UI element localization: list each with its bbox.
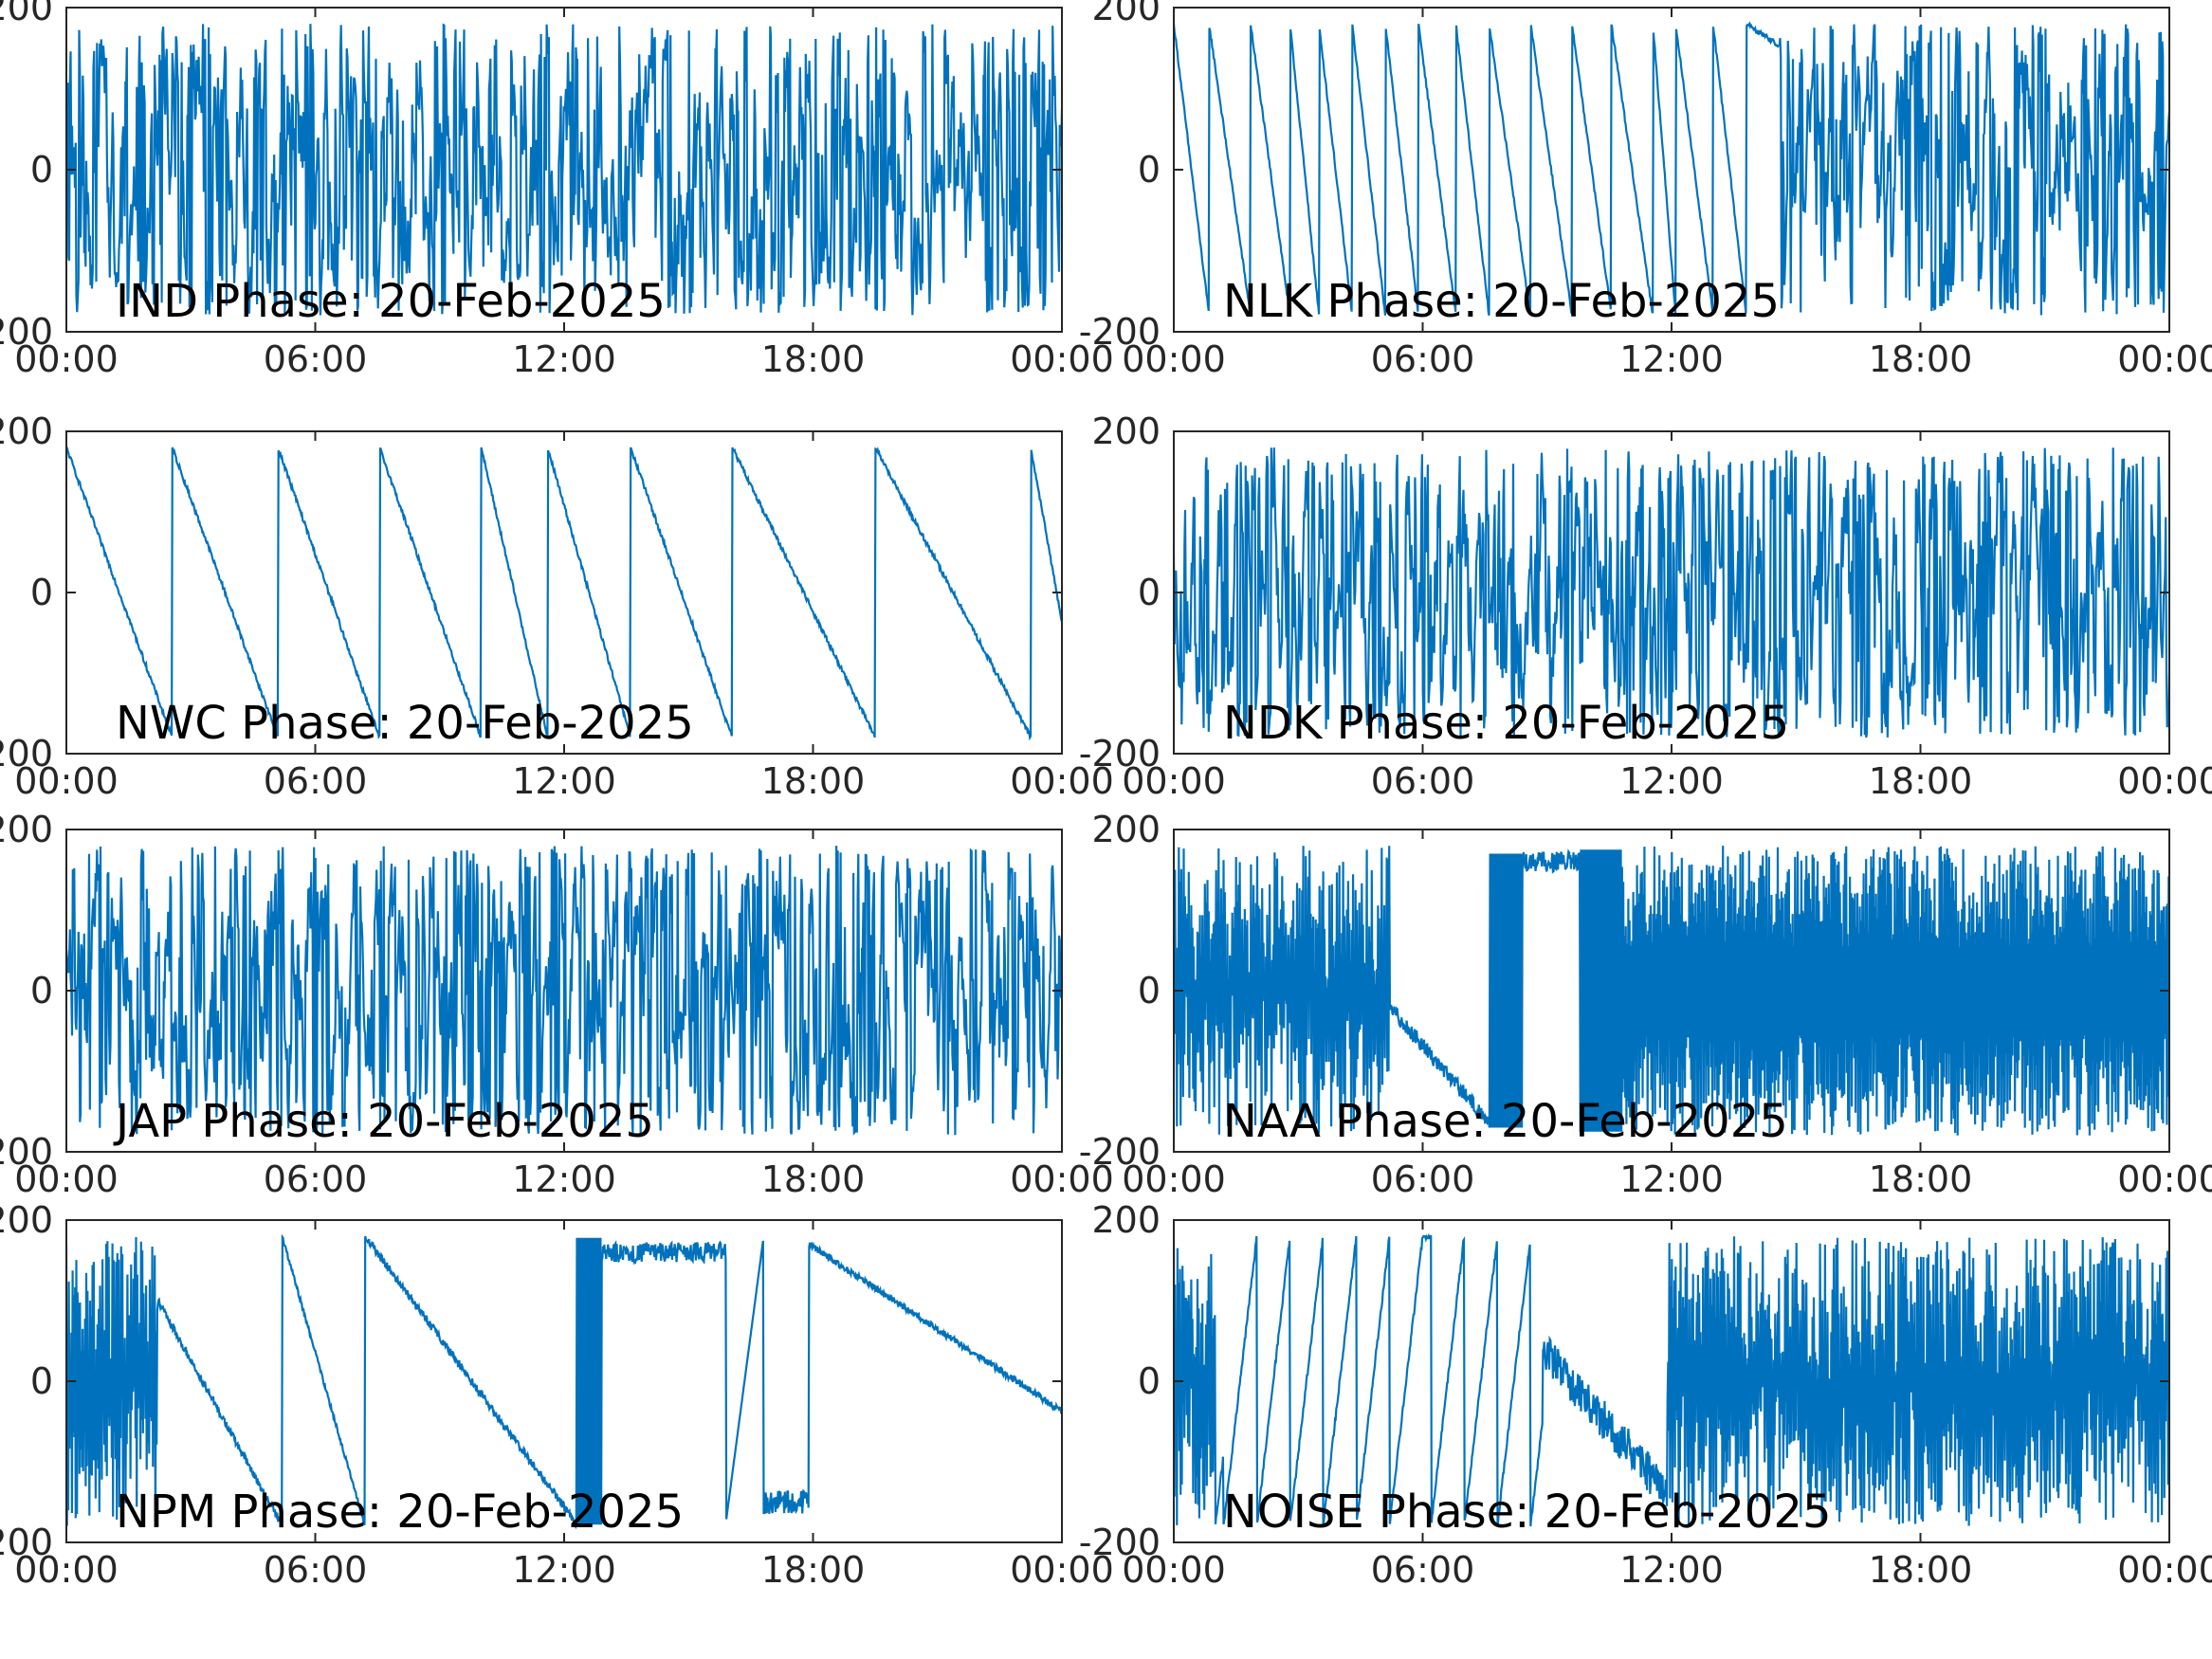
series-line-noise [1174,1232,2169,1527]
ytick-label: -200 [0,1522,53,1563]
xtick-label: 00:00 [2117,1158,2212,1200]
ytick-label: 200 [0,809,53,850]
xtick-label: 12:00 [512,760,616,802]
ytick-label: 0 [30,970,53,1012]
xtick-label: 00:00 [2117,338,2212,380]
panel-title: IND Phase: 20-Feb-2025 [116,275,666,328]
ytick-label: 0 [30,572,53,613]
xtick-label: 12:00 [512,1549,616,1591]
xtick-label: 00:00 [1010,1549,1114,1591]
ytick-label: -200 [0,733,53,775]
panel-title: NWC Phase: 20-Feb-2025 [116,697,694,750]
xtick-label: 00:00 [14,760,119,802]
panel-title: NAA Phase: 20-Feb-2025 [1223,1095,1788,1148]
xtick-label: 00:00 [1122,1158,1226,1200]
xtick-label: 06:00 [264,1158,368,1200]
series-line-nwc [66,447,1062,741]
ytick-label: 0 [30,1360,53,1402]
xtick-label: 12:00 [1619,338,1724,380]
ytick-label: 200 [0,0,53,28]
xtick-label: 00:00 [14,1158,119,1200]
xtick-label: 00:00 [14,338,119,380]
ytick-label: 0 [30,149,53,191]
panel-title: NPM Phase: 20-Feb-2025 [116,1486,684,1539]
ytick-label: -200 [1079,311,1161,353]
xtick-label: 18:00 [761,1158,866,1200]
xtick-label: 00:00 [1122,760,1226,802]
xtick-label: 00:00 [1010,1158,1114,1200]
xtick-label: 18:00 [1869,760,1973,802]
xtick-label: 06:00 [264,338,368,380]
series-line-ind [66,23,1062,316]
ytick-label: 200 [0,1199,53,1241]
panel-title: NOISE Phase: 20-Feb-2025 [1223,1486,1832,1539]
panel-title: NDK Phase: 20-Feb-2025 [1223,697,1789,750]
xtick-label: 18:00 [761,1549,866,1591]
xtick-label: 18:00 [761,338,866,380]
ytick-label: 200 [1091,1199,1161,1241]
ytick-label: -200 [0,1131,53,1173]
ytick-label: 200 [1091,0,1161,28]
xtick-label: 18:00 [1869,1549,1973,1591]
xtick-label: 06:00 [1371,760,1475,802]
xtick-label: 18:00 [1869,1158,1973,1200]
xtick-label: 00:00 [1010,338,1114,380]
ytick-label: 0 [1138,1360,1161,1402]
xtick-label: 06:00 [1371,1158,1475,1200]
ytick-label: -200 [1079,1522,1161,1563]
series-line-nlk [1174,21,2169,317]
ytick-label: 0 [1138,572,1161,613]
xtick-label: 12:00 [1619,760,1724,802]
ytick-label: 0 [1138,970,1161,1012]
xtick-label: 00:00 [14,1549,119,1591]
series-line-ndk [1174,447,2169,738]
xtick-label: 06:00 [264,1549,368,1591]
ytick-label: 0 [1138,149,1161,191]
xtick-label: 00:00 [2117,1549,2212,1591]
ytick-label: -200 [1079,733,1161,775]
xtick-label: 00:00 [1010,760,1114,802]
xtick-label: 00:00 [2117,760,2212,802]
xtick-label: 06:00 [264,760,368,802]
xtick-label: 18:00 [761,760,866,802]
ytick-label: -200 [0,311,53,353]
ytick-label: 200 [0,410,53,452]
ytick-label: -200 [1079,1131,1161,1173]
xtick-label: 00:00 [1122,338,1226,380]
series-line-naa [1174,846,2169,1136]
ytick-label: 200 [1091,410,1161,452]
xtick-label: 12:00 [512,338,616,380]
xtick-label: 12:00 [512,1158,616,1200]
series-line-jap [66,846,1062,1136]
series-line-npm [66,1233,1062,1530]
xtick-label: 12:00 [1619,1158,1724,1200]
xtick-label: 18:00 [1869,338,1973,380]
xtick-label: 06:00 [1371,1549,1475,1591]
xtick-label: 06:00 [1371,338,1475,380]
xtick-label: 00:00 [1122,1549,1226,1591]
panel-title: NLK Phase: 20-Feb-2025 [1223,275,1780,328]
xtick-label: 12:00 [1619,1549,1724,1591]
ytick-label: 200 [1091,809,1161,850]
panel-title: JAP Phase: 20-Feb-2025 [113,1095,654,1148]
